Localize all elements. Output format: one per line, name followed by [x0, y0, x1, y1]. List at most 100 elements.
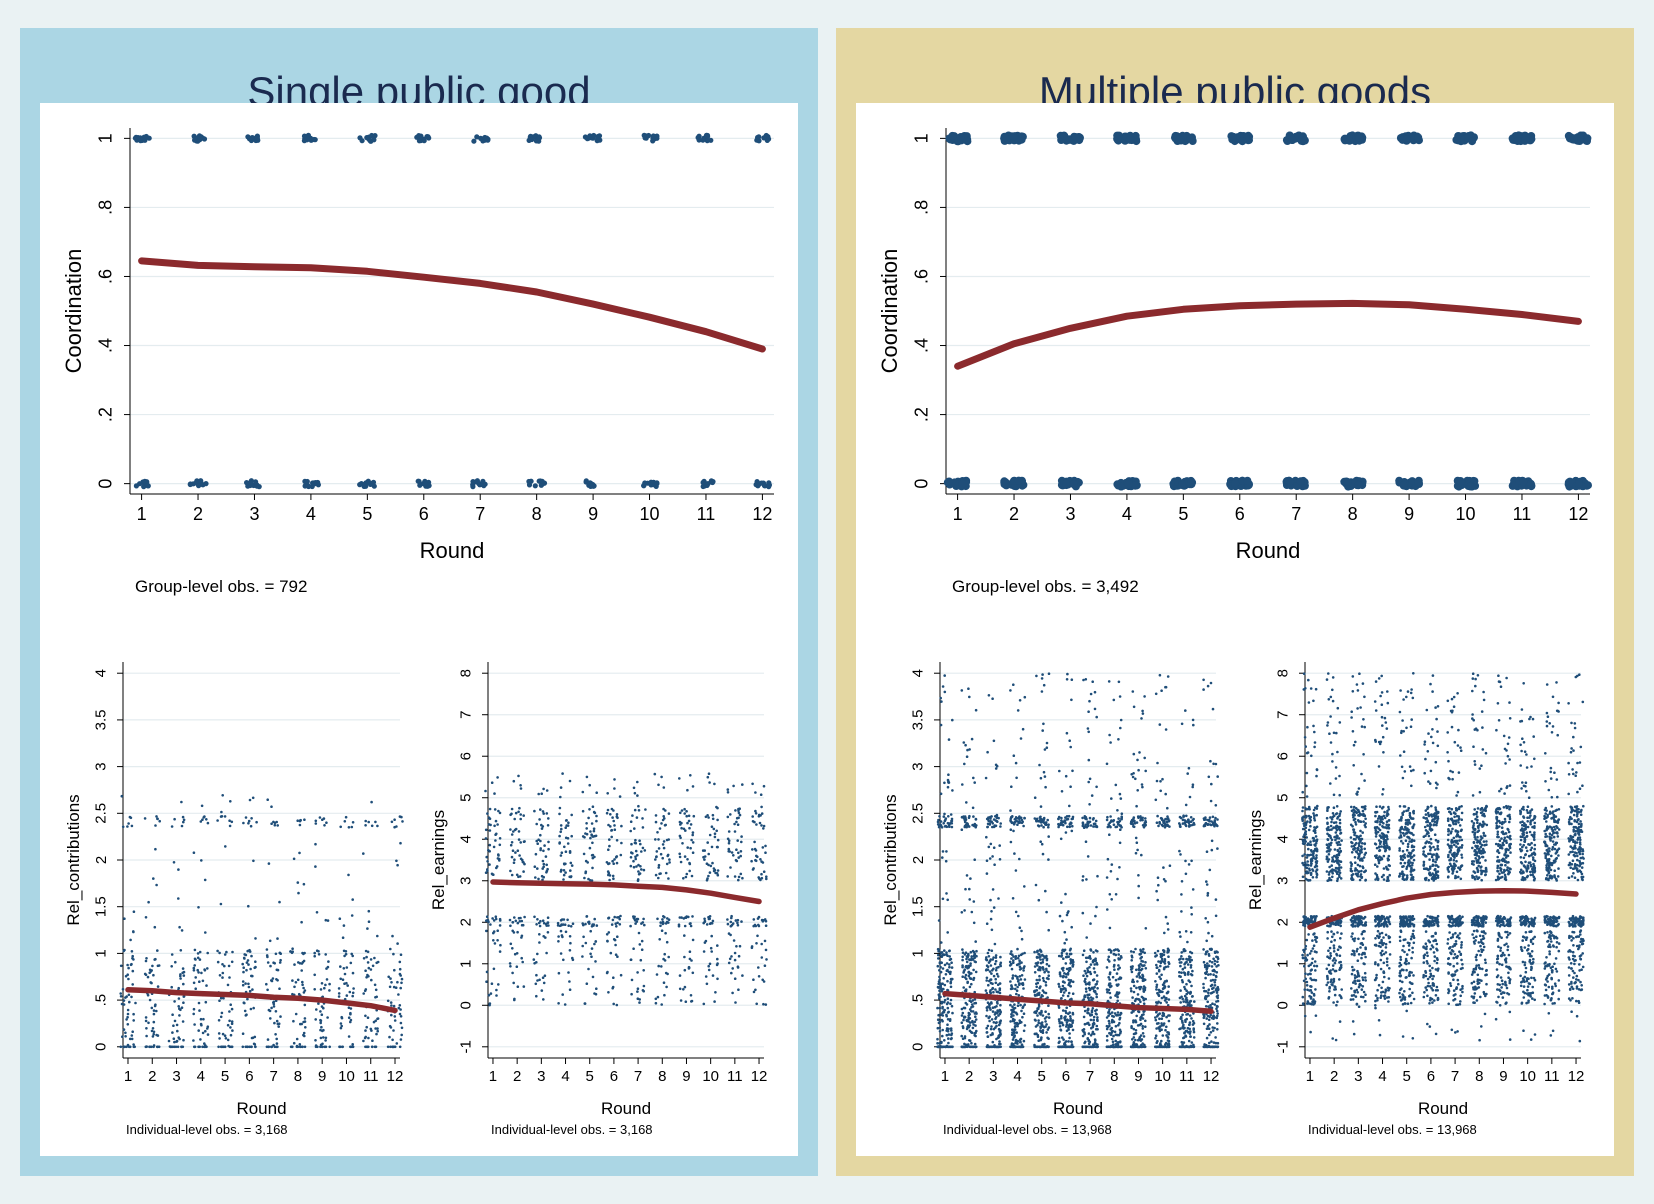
scatter-point	[993, 942, 997, 946]
scatter-point	[642, 984, 646, 988]
scatter-point	[1130, 956, 1134, 959]
scatter-point	[346, 984, 350, 987]
scatter-point	[994, 1026, 997, 1029]
scatter-point	[1064, 975, 1068, 979]
scatter-point	[252, 859, 255, 863]
scatter-point	[936, 964, 940, 968]
scatter-point	[1131, 481, 1140, 490]
scatter-point	[1009, 809, 1012, 812]
scatter-point	[194, 976, 197, 979]
scatter-point	[1057, 982, 1060, 986]
scatter-point	[300, 920, 303, 924]
scatter-point	[1069, 962, 1072, 965]
scatter-point	[514, 851, 517, 854]
scatter-point	[1009, 980, 1012, 983]
scatter-point	[589, 483, 595, 489]
scatter-point	[179, 949, 183, 952]
scatter-point	[691, 833, 694, 837]
scatter-point	[1081, 1045, 1085, 1049]
x-tick-label: 12	[752, 504, 772, 524]
scatter-point	[274, 1033, 277, 1036]
scatter-point	[940, 700, 943, 703]
scatter-point	[193, 957, 197, 961]
scatter-point	[324, 1036, 328, 1040]
x-tick-label: 11	[1513, 504, 1532, 524]
scatter-point	[760, 824, 763, 827]
scatter-point	[1132, 990, 1136, 994]
scatter-point	[1022, 1029, 1026, 1033]
scatter-point	[638, 839, 641, 842]
scatter-point	[254, 937, 257, 940]
scatter-point	[1012, 1019, 1016, 1023]
scatter-point	[948, 963, 951, 966]
y-tick-label: 2	[93, 856, 110, 864]
scatter-point	[1113, 963, 1116, 967]
scatter-point	[733, 822, 736, 826]
scatter-point	[1091, 978, 1095, 982]
scatter-point	[702, 1002, 706, 1006]
scatter-point	[540, 792, 543, 795]
scatter-point	[939, 951, 943, 955]
scatter-point	[206, 1027, 209, 1030]
scatter-point	[733, 958, 737, 962]
scatter-point	[1081, 875, 1085, 878]
scatter-point	[493, 824, 496, 828]
scatter-point	[339, 1022, 343, 1025]
scatter-point	[542, 921, 546, 925]
scatter-point	[964, 988, 968, 991]
scatter-point	[222, 1045, 225, 1049]
scatter-point	[1108, 893, 1112, 896]
x-tick-label: 1	[953, 504, 963, 524]
y-tick-label: 2.5	[910, 803, 927, 824]
scatter-point	[1020, 1009, 1023, 1013]
y-tick-label: .5	[910, 994, 927, 1007]
scatter-point	[611, 918, 615, 922]
scatter-point	[763, 964, 767, 967]
scatter-point	[998, 1029, 1002, 1033]
scatter-point	[1012, 961, 1015, 964]
scatter-point	[492, 919, 496, 922]
scatter-point	[751, 820, 755, 823]
scatter-point	[685, 915, 688, 918]
scatter-point	[1132, 1027, 1136, 1031]
scatter-point	[370, 800, 373, 804]
scatter-point	[495, 988, 498, 992]
scatter-point	[711, 974, 715, 977]
scatter-point	[972, 1023, 975, 1026]
scatter-point	[1414, 478, 1423, 487]
scatter-point	[996, 820, 999, 823]
scatter-point	[278, 951, 282, 955]
scatter-point	[764, 924, 768, 927]
scatter-point	[1093, 690, 1097, 694]
scatter-point	[1023, 1003, 1026, 1006]
scatter-point	[1112, 698, 1116, 702]
x-tick-label: 2	[1009, 504, 1019, 524]
scatter-point	[221, 794, 224, 797]
scatter-point	[180, 824, 184, 828]
scatter-point	[995, 764, 999, 768]
scatter-point	[691, 851, 695, 854]
scatter-point	[943, 781, 946, 785]
scatter-point	[223, 1034, 227, 1037]
scatter-point	[1065, 678, 1069, 681]
scatter-point	[1013, 1003, 1016, 1006]
scatter-point	[376, 1017, 379, 1021]
scatter-point	[536, 867, 539, 870]
scatter-point	[1178, 481, 1187, 489]
scatter-point	[204, 1029, 207, 1033]
scatter-point	[279, 958, 282, 962]
scatter-point	[535, 973, 538, 977]
scatter-point	[1047, 823, 1050, 826]
scatter-point	[1095, 974, 1099, 977]
x-tick-label: 11	[1179, 1068, 1195, 1085]
scatter-point	[679, 811, 682, 815]
scatter-point	[581, 944, 584, 948]
scatter-point	[1106, 815, 1109, 819]
scatter-point	[181, 971, 184, 975]
scatter-point	[1015, 1012, 1019, 1016]
scatter-point	[132, 910, 136, 913]
scatter-point	[949, 1002, 952, 1005]
scatter-point	[145, 1027, 148, 1030]
scatter-point	[961, 1025, 965, 1028]
scatter-point	[615, 925, 618, 928]
